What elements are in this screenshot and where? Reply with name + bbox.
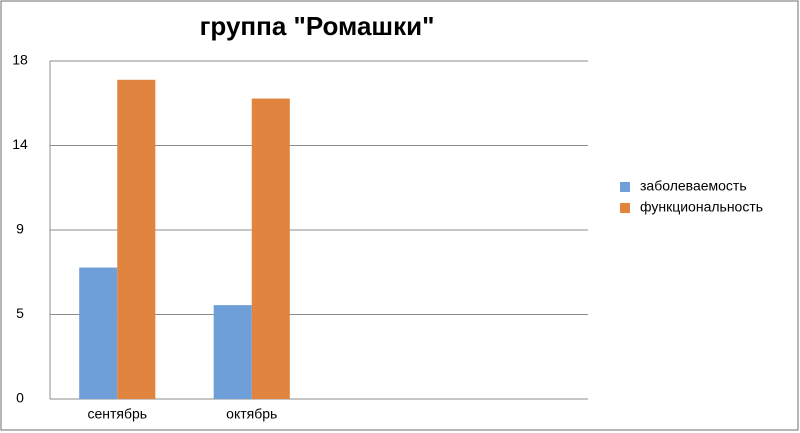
- x-tick-label: сентябрь: [87, 406, 147, 422]
- bar: [117, 79, 156, 400]
- y-tick-label: 9: [16, 221, 24, 237]
- y-tick-label: 14: [12, 136, 28, 152]
- y-tick-label: 5: [16, 305, 24, 321]
- legend-swatch: [620, 182, 630, 192]
- legend-label: функциональность: [640, 199, 763, 215]
- bar: [213, 305, 252, 399]
- y-tick-label: 0: [16, 390, 24, 406]
- bar: [79, 267, 118, 399]
- x-tick-label: октябрь: [226, 406, 277, 422]
- chart-title: группа "Ромашки": [200, 11, 435, 41]
- bar: [251, 98, 290, 400]
- legend-swatch: [620, 203, 630, 213]
- y-tick-label: 18: [12, 52, 28, 68]
- legend-label: заболеваемость: [640, 178, 747, 194]
